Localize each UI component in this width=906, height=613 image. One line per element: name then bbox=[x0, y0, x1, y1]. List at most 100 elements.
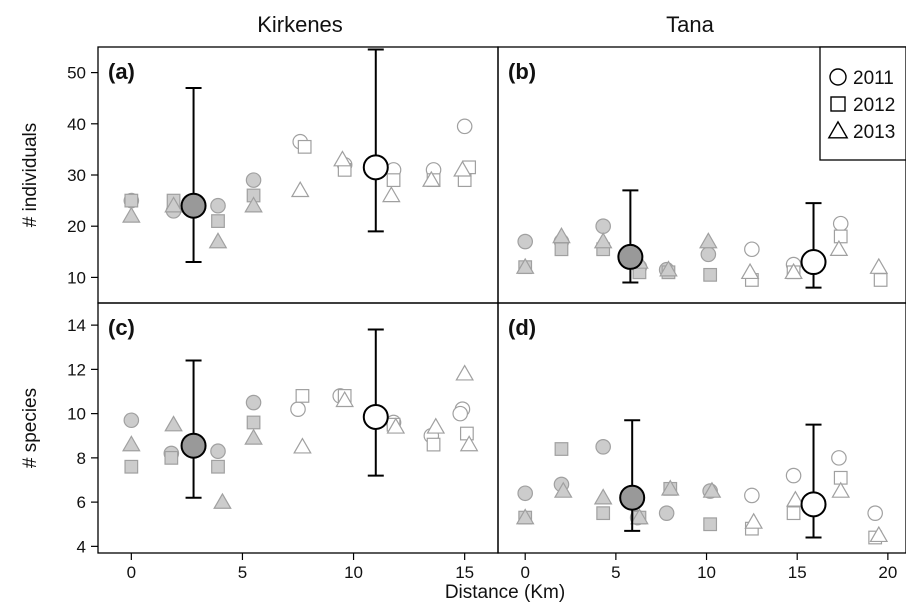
mean-marker bbox=[180, 432, 207, 459]
data-point-circle bbox=[831, 450, 847, 466]
y-tick-label: 30 bbox=[67, 166, 86, 185]
data-point-triangle bbox=[786, 490, 805, 507]
y-tick-label: 10 bbox=[67, 268, 86, 287]
data-point-circle bbox=[245, 172, 262, 188]
data-point-circle bbox=[210, 443, 226, 460]
x-tick-label: 15 bbox=[788, 563, 807, 582]
data-point-triangle bbox=[784, 262, 803, 280]
data-point-triangle bbox=[515, 257, 535, 274]
data-point-circle bbox=[290, 401, 306, 417]
data-point-square bbox=[211, 214, 225, 228]
y-tick-label: 20 bbox=[67, 217, 86, 236]
panel-d: 0 5 10 15 20 (d) bbox=[497, 302, 906, 582]
data-point-triangle bbox=[244, 428, 263, 445]
data-point-square bbox=[297, 139, 312, 154]
data-point-square bbox=[703, 517, 718, 532]
data-point-triangle bbox=[382, 186, 401, 203]
mean-marker bbox=[362, 154, 389, 181]
data-point-triangle bbox=[290, 180, 310, 198]
data-point-circle bbox=[785, 467, 802, 484]
mean-marker bbox=[362, 403, 389, 430]
data-point-triangle bbox=[122, 435, 141, 452]
data-point-triangle bbox=[164, 415, 183, 432]
x-tick-label: 0 bbox=[127, 563, 136, 582]
data-point-circle bbox=[210, 197, 226, 214]
data-point-triangle bbox=[455, 364, 474, 381]
panel-a: 10 20 30 40 50 # individuals (a) bbox=[20, 46, 499, 304]
data-point-triangle bbox=[869, 525, 889, 543]
data-point-triangle bbox=[293, 437, 312, 454]
data-point-circle bbox=[123, 412, 140, 429]
data-point-square bbox=[554, 242, 569, 257]
legend: 2011 2012 2013 bbox=[819, 46, 906, 161]
data-point-triangle bbox=[831, 481, 851, 498]
data-point-circle bbox=[658, 505, 675, 521]
legend-label: 2011 bbox=[853, 68, 894, 89]
data-point-triangle bbox=[453, 160, 472, 177]
data-point-triangle bbox=[426, 417, 446, 434]
data-point-triangle bbox=[744, 512, 763, 529]
data-point-triangle bbox=[552, 227, 571, 244]
data-point-square bbox=[211, 459, 225, 474]
y-tick-label: 50 bbox=[67, 64, 86, 83]
x-tick-label: 15 bbox=[455, 563, 474, 582]
legend-marker-triangle bbox=[827, 120, 849, 139]
data-point-triangle bbox=[244, 196, 263, 213]
data-point-circle bbox=[456, 118, 473, 135]
data-point-triangle bbox=[829, 239, 849, 256]
data-point-circle bbox=[452, 405, 469, 422]
x-tick-label: 5 bbox=[238, 563, 247, 582]
data-point-circle bbox=[595, 439, 611, 455]
data-point-circle bbox=[517, 485, 533, 502]
column-title-kirkenes: Kirkenes bbox=[257, 12, 343, 37]
panel-label: (d) bbox=[508, 315, 536, 340]
legend-label: 2013 bbox=[853, 122, 895, 143]
data-point-square bbox=[426, 437, 441, 452]
panel-label: (c) bbox=[108, 315, 135, 340]
data-point-triangle bbox=[593, 488, 613, 505]
legend-label: 2012 bbox=[853, 95, 895, 116]
panel-frame bbox=[497, 302, 906, 554]
data-point-square bbox=[386, 173, 401, 188]
panel-label: (a) bbox=[108, 59, 135, 84]
legend-marker-circle bbox=[829, 68, 847, 86]
data-point-triangle bbox=[459, 435, 479, 452]
y-tick-label: 4 bbox=[77, 537, 86, 556]
data-point-square bbox=[459, 426, 474, 441]
data-point-triangle bbox=[630, 508, 649, 525]
data-point-triangle bbox=[659, 260, 678, 277]
panel-b: (b) bbox=[497, 46, 906, 304]
data-point-square bbox=[786, 506, 801, 521]
data-point-triangle bbox=[515, 508, 535, 525]
y-tick-label: 40 bbox=[67, 115, 86, 134]
data-point-square bbox=[596, 506, 611, 521]
y-tick-label: 12 bbox=[67, 360, 86, 379]
mean-marker bbox=[619, 484, 646, 511]
column-title-tana: Tana bbox=[666, 12, 714, 37]
x-tick-label: 0 bbox=[520, 563, 529, 582]
x-axis-label: Distance (Km) bbox=[444, 582, 566, 603]
x-tick-label: 5 bbox=[611, 563, 620, 582]
y-tick-label: 6 bbox=[77, 493, 86, 512]
data-point-circle bbox=[744, 241, 760, 258]
data-point-square bbox=[833, 229, 848, 244]
data-point-square bbox=[295, 389, 310, 403]
data-point-triangle bbox=[164, 196, 183, 213]
data-point-triangle bbox=[869, 257, 889, 274]
data-point-triangle bbox=[386, 417, 406, 434]
data-point-triangle bbox=[422, 170, 441, 187]
y-tick-label: 8 bbox=[77, 449, 86, 468]
y-tick-label: 14 bbox=[67, 316, 86, 335]
data-point-square bbox=[246, 415, 261, 430]
data-point-triangle bbox=[122, 206, 141, 223]
data-point-triangle bbox=[740, 262, 760, 280]
data-point-triangle bbox=[333, 150, 352, 167]
data-point-circle bbox=[832, 215, 849, 232]
y-axis-label: # species bbox=[20, 388, 41, 468]
legend-marker-square bbox=[830, 96, 846, 112]
data-point-triangle bbox=[335, 390, 354, 408]
data-point-square bbox=[124, 193, 139, 208]
data-point-triangle bbox=[208, 232, 228, 249]
